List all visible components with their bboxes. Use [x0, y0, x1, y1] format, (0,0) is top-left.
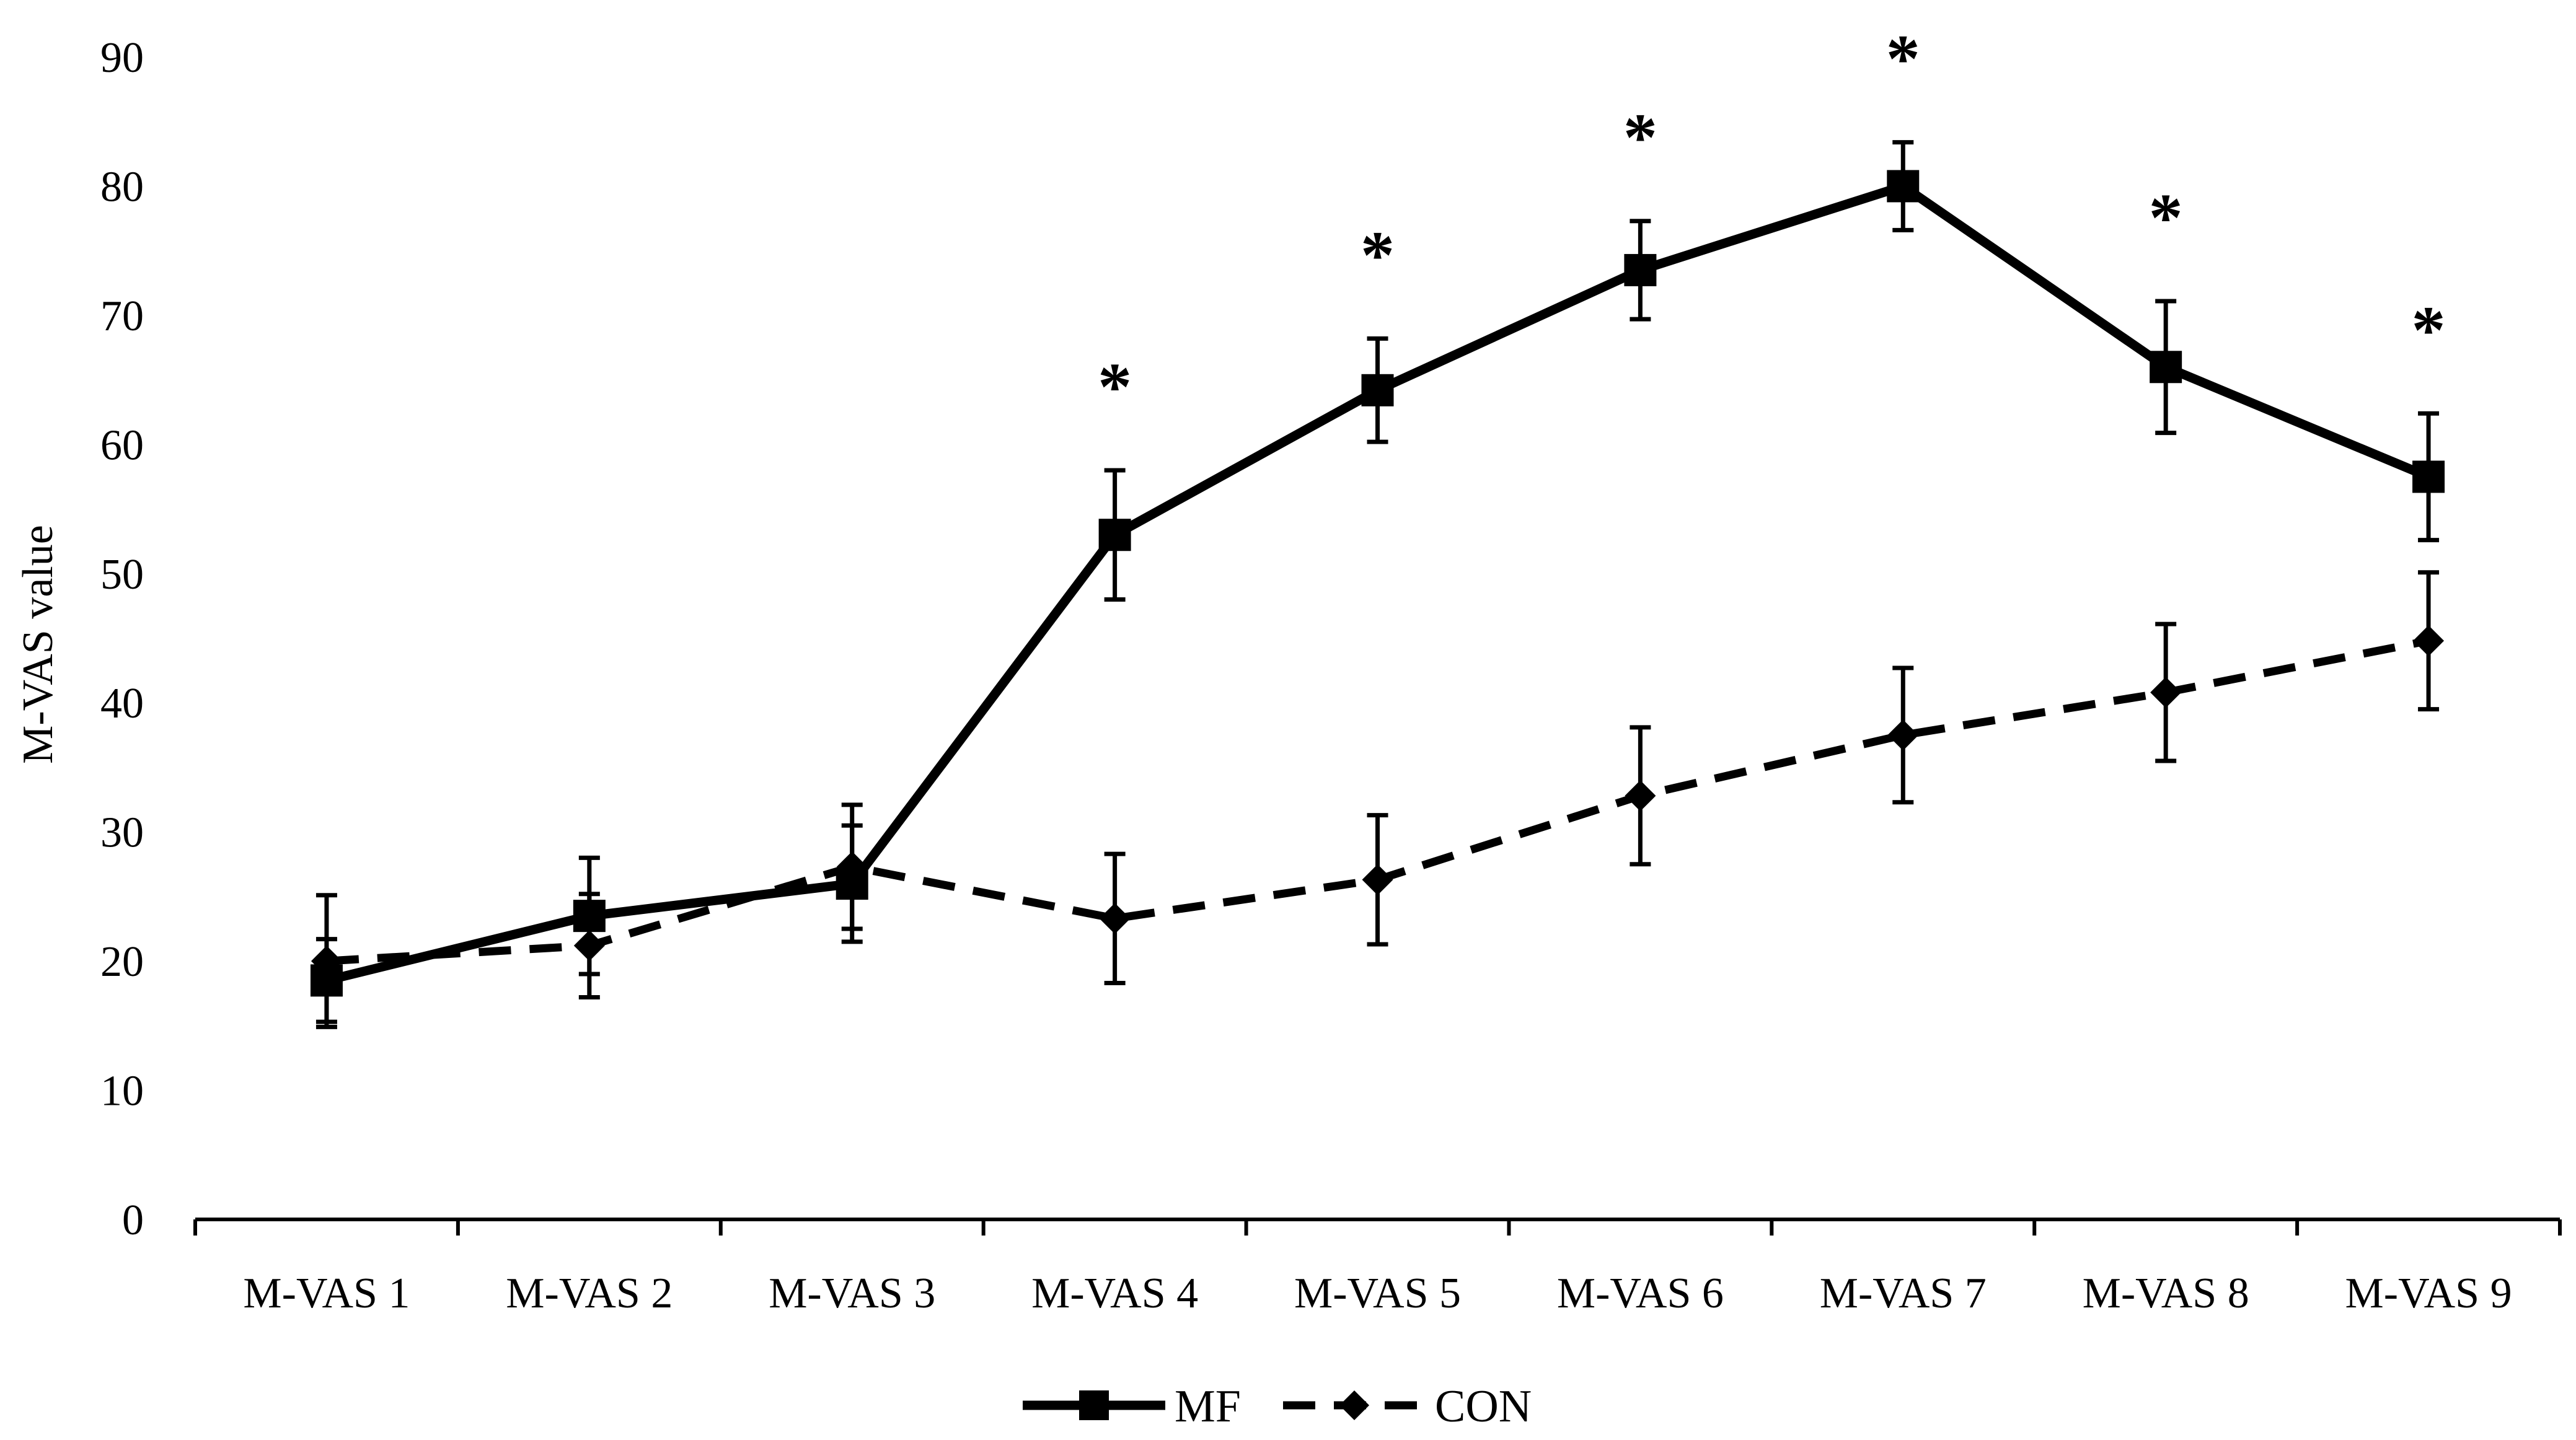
- data-point-mf: [573, 900, 606, 933]
- data-point-mf: [2150, 351, 2182, 384]
- y-tick-label: 60: [100, 421, 144, 469]
- y-tick-label: 70: [100, 292, 144, 340]
- y-tick-label: 30: [100, 809, 144, 857]
- series-layer: [310, 140, 2445, 1029]
- x-tick-label: M-VAS 7: [1820, 1270, 1987, 1317]
- significance-marker: *: [1623, 100, 1657, 175]
- data-point-con: [1099, 903, 1131, 934]
- data-point-mf: [1098, 519, 1131, 551]
- y-tick-label: 20: [100, 938, 144, 986]
- data-point-mf: [1887, 170, 1920, 203]
- x-tick-label: M-VAS 1: [243, 1270, 410, 1317]
- legend: MF CON: [1023, 1381, 1532, 1432]
- legend-marker-con: [1339, 1390, 1369, 1420]
- data-point-con: [1887, 719, 1919, 751]
- data-point-mf: [2412, 460, 2445, 493]
- x-tick-label: M-VAS 5: [1294, 1270, 1461, 1317]
- y-tick-label: 50: [100, 551, 144, 599]
- x-tick-label: M-VAS 2: [506, 1270, 673, 1317]
- data-point-mf: [1624, 253, 1657, 286]
- data-point-mf: [836, 867, 868, 900]
- significance-marker: *: [1886, 21, 1920, 97]
- x-tick-label: M-VAS 4: [1031, 1270, 1198, 1317]
- legend-label-mf: MF: [1175, 1381, 1241, 1432]
- x-tick-label: M-VAS 9: [2345, 1270, 2512, 1317]
- significance-marker: *: [1361, 217, 1395, 292]
- y-tick-label: 0: [122, 1196, 144, 1244]
- y-axis-title: M-VAS value: [14, 525, 62, 764]
- legend-marker-mf: [1079, 1390, 1109, 1420]
- data-point-mf: [310, 964, 343, 997]
- data-point-con: [2413, 625, 2445, 657]
- significance-marker: *: [2149, 180, 2183, 255]
- data-point-con: [1625, 780, 1656, 812]
- legend-label-con: CON: [1435, 1381, 1532, 1432]
- y-axis-ticks: 0 10 20 30 40 50 60 70 80 90: [100, 34, 144, 1244]
- y-tick-label: 10: [100, 1068, 144, 1115]
- y-tick-label: 90: [100, 34, 144, 82]
- significance-marker: *: [1098, 349, 1132, 424]
- annotations: * * * * * *: [1098, 21, 2445, 424]
- x-tick-label: M-VAS 3: [769, 1270, 935, 1317]
- data-point-con: [1362, 864, 1393, 895]
- x-tick-label: M-VAS 6: [1557, 1270, 1724, 1317]
- data-point-con: [573, 930, 605, 962]
- data-point-mf: [1361, 374, 1394, 406]
- y-tick-label: 40: [100, 680, 144, 727]
- y-tick-label: 80: [100, 163, 144, 211]
- data-point-con: [2150, 677, 2182, 708]
- significance-marker: *: [2412, 292, 2446, 367]
- x-tick-label: M-VAS 8: [2083, 1270, 2249, 1317]
- x-axis: M-VAS 1 M-VAS 2 M-VAS 3 M-VAS 4 M-VAS 5 M-VAS…: [193, 1218, 2562, 1317]
